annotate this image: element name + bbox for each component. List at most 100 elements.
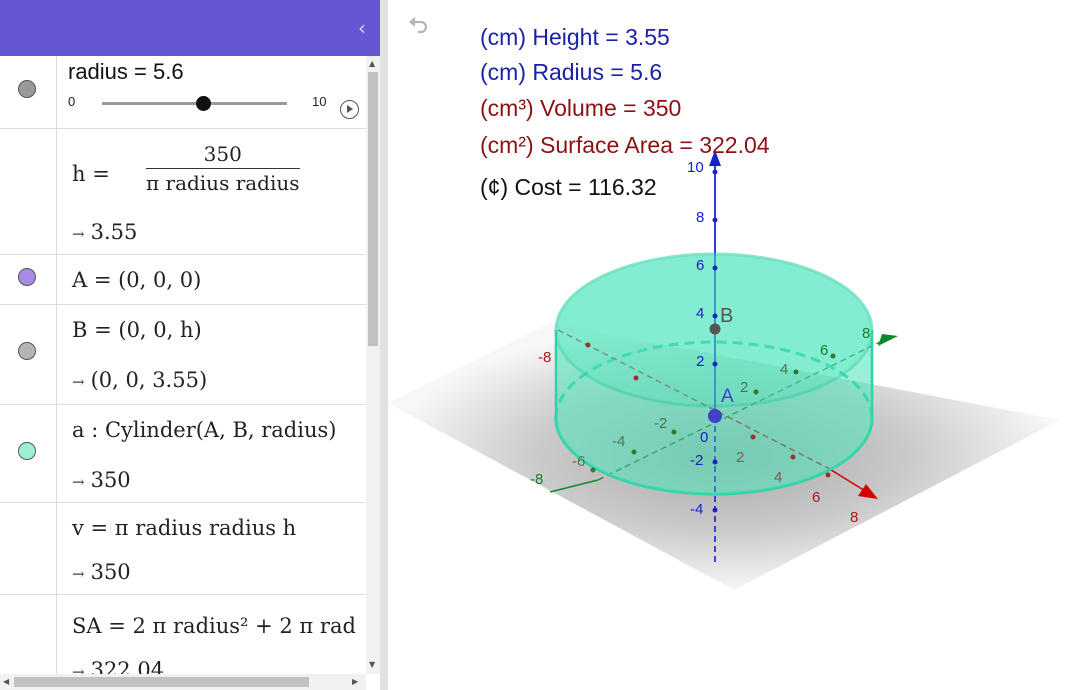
SA-definition: SA = 2 π radius² + 2 π rad — [72, 614, 356, 638]
x-tick-8: 8 — [850, 509, 858, 526]
radius-slider-row[interactable]: radius = 5.6 0 10 — [0, 56, 366, 129]
annotation-surface-area: (cm²) Surface Area = 322.04 — [480, 132, 770, 158]
graphics-3d-view[interactable]: 10 8 6 4 2 0 -2 -4 -8 2 4 6 8 -8 -6 -4 -… — [388, 0, 1066, 690]
vertical-scroll-thumb[interactable] — [368, 72, 378, 346]
A-row[interactable]: A = (0, 0, 0) — [0, 254, 366, 305]
y-tick-4: 4 — [780, 361, 788, 378]
visibility-toggle-a[interactable] — [18, 442, 36, 460]
z-tick-10: 10 — [687, 159, 704, 176]
v-output: → 350 — [72, 560, 131, 584]
h-denominator: π radius radius — [146, 171, 300, 195]
visibility-toggle-A[interactable] — [18, 268, 36, 286]
panel-divider[interactable] — [380, 0, 388, 690]
visibility-toggle-B[interactable] — [18, 342, 36, 360]
annotation-volume: (cm³) Volume = 350 — [480, 95, 682, 121]
z-tick-2: 2 — [696, 353, 704, 370]
label-A: A — [721, 386, 734, 407]
output-arrow: → — [72, 565, 85, 583]
z-tick-neg4: -4 — [690, 501, 703, 518]
h-lhs: h = — [72, 162, 110, 186]
slider-min-label: 0 — [68, 94, 76, 109]
scene-svg: 10 8 6 4 2 0 -2 -4 -8 2 4 6 8 -8 -6 -4 -… — [388, 150, 1060, 590]
output-arrow: → — [72, 373, 85, 391]
annotation-cost: (¢) Cost = 116.32 — [480, 174, 657, 200]
x-tick-marks — [585, 342, 831, 478]
slider-label: radius = 5.6 — [68, 59, 184, 84]
label-B: B — [720, 305, 733, 327]
horizontal-scroll-thumb[interactable] — [14, 677, 309, 687]
annotation-radius: (cm) Radius = 5.6 — [480, 59, 663, 85]
h-fraction: 350 π radius radius — [146, 142, 300, 195]
point-B[interactable] — [709, 323, 721, 335]
output-arrow: → — [72, 225, 85, 243]
x-tick-6: 6 — [812, 489, 820, 506]
marble-column — [0, 304, 57, 404]
SA-value: 322.04 — [90, 658, 165, 674]
marble-column — [0, 254, 57, 304]
z-tick-4: 4 — [696, 305, 704, 322]
algebra-header: ‹ — [0, 0, 380, 56]
scroll-left-icon[interactable]: ◀ — [3, 677, 10, 686]
v-definition: v = π radius radius h — [72, 516, 297, 540]
horizontal-scrollbar[interactable]: ◀ ▶ — [0, 674, 366, 690]
y-tick-neg6: -6 — [572, 453, 585, 470]
undo-icon[interactable] — [406, 14, 430, 38]
annotation-height: (cm) Height = 3.55 — [480, 24, 670, 50]
x-tick-2: 2 — [736, 449, 744, 466]
z-tick-neg2: -2 — [690, 452, 703, 469]
v-value: 350 — [90, 560, 131, 584]
y-tick-neg2: -2 — [654, 415, 667, 432]
scroll-right-icon[interactable]: ▶ — [352, 677, 359, 686]
SA-row[interactable]: SA = 2 π radius² + 2 π rad → 322.04 — [0, 594, 366, 674]
z-tick-marks — [712, 169, 718, 513]
cylinder-bottom-back — [554, 340, 874, 419]
SA-output: → 322.04 — [72, 658, 164, 674]
y-tick-neg4: -4 — [612, 433, 625, 450]
marble-column — [0, 404, 57, 502]
y-tick-2: 2 — [740, 379, 748, 396]
y-tick-neg8: -8 — [530, 471, 543, 488]
play-icon[interactable] — [340, 100, 359, 119]
y-tick-marks — [590, 353, 836, 473]
scroll-up-icon[interactable]: ▲ — [369, 59, 376, 68]
h-numerator: 350 — [203, 142, 242, 166]
a-definition: a : Cylinder(A, B, radius) — [72, 418, 337, 442]
z-tick-8: 8 — [696, 209, 704, 226]
cylinder-bottom-front — [554, 417, 874, 496]
scroll-down-icon[interactable]: ▼ — [369, 660, 376, 669]
marble-column — [0, 56, 57, 128]
chevron-left-icon[interactable]: ‹ — [358, 16, 366, 40]
z-axis-arrow — [709, 150, 721, 166]
algebra-view: ‹ radius = 5.6 0 10 h = 350 π radius rad… — [0, 0, 380, 690]
x-tick-neg8: -8 — [538, 349, 551, 366]
y-tick-6: 6 — [820, 342, 828, 359]
output-arrow: → — [72, 473, 85, 491]
y-axis-neg — [549, 479, 599, 493]
tick-labels: 10 8 6 4 2 0 -2 -4 -8 2 4 6 8 -8 -6 -4 -… — [530, 159, 870, 526]
output-arrow: → — [72, 663, 85, 674]
point-A[interactable] — [708, 409, 722, 423]
slider-thumb[interactable] — [196, 96, 211, 111]
algebra-rows: radius = 5.6 0 10 h = 350 π radius radiu… — [0, 56, 366, 674]
z-tick-0: 0 — [700, 429, 708, 446]
x-axis-arrow — [858, 484, 878, 499]
visibility-toggle-radius[interactable] — [18, 80, 36, 98]
h-row[interactable]: h = 350 π radius radius → 3.55 — [0, 128, 366, 255]
slider-track[interactable] — [102, 102, 287, 105]
a-row[interactable]: a : Cylinder(A, B, radius) → 350 — [0, 404, 366, 503]
a-value: 350 — [90, 468, 131, 492]
B-output: → (0, 0, 3.55) — [72, 368, 207, 392]
vertical-scrollbar[interactable]: ▲ ▼ — [366, 56, 380, 674]
y-axis-arrow — [878, 334, 898, 346]
a-output: → 350 — [72, 468, 131, 492]
B-definition: B = (0, 0, h) — [72, 318, 202, 342]
slider-max-label: 10 — [312, 94, 327, 109]
y-tick-8: 8 — [862, 325, 870, 342]
z-tick-6: 6 — [696, 257, 704, 274]
B-value: (0, 0, 3.55) — [90, 368, 208, 392]
marble-column — [0, 128, 57, 254]
fraction-bar — [146, 168, 300, 169]
A-definition: A = (0, 0, 0) — [72, 268, 202, 292]
B-row[interactable]: B = (0, 0, h) → (0, 0, 3.55) — [0, 304, 366, 405]
v-row[interactable]: v = π radius radius h → 350 — [0, 502, 366, 595]
